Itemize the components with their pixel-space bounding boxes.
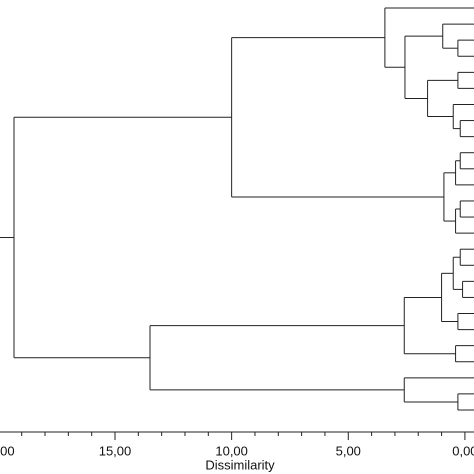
x-tick-label: 20,00 (0, 443, 15, 458)
x-tick-label: 0,00 (452, 443, 474, 458)
x-tick-label: 5,00 (336, 443, 361, 458)
x-axis-label: Dissimilarity (205, 457, 275, 472)
x-tick-label: 15,00 (99, 443, 132, 458)
x-tick-label: 10,00 (215, 443, 248, 458)
